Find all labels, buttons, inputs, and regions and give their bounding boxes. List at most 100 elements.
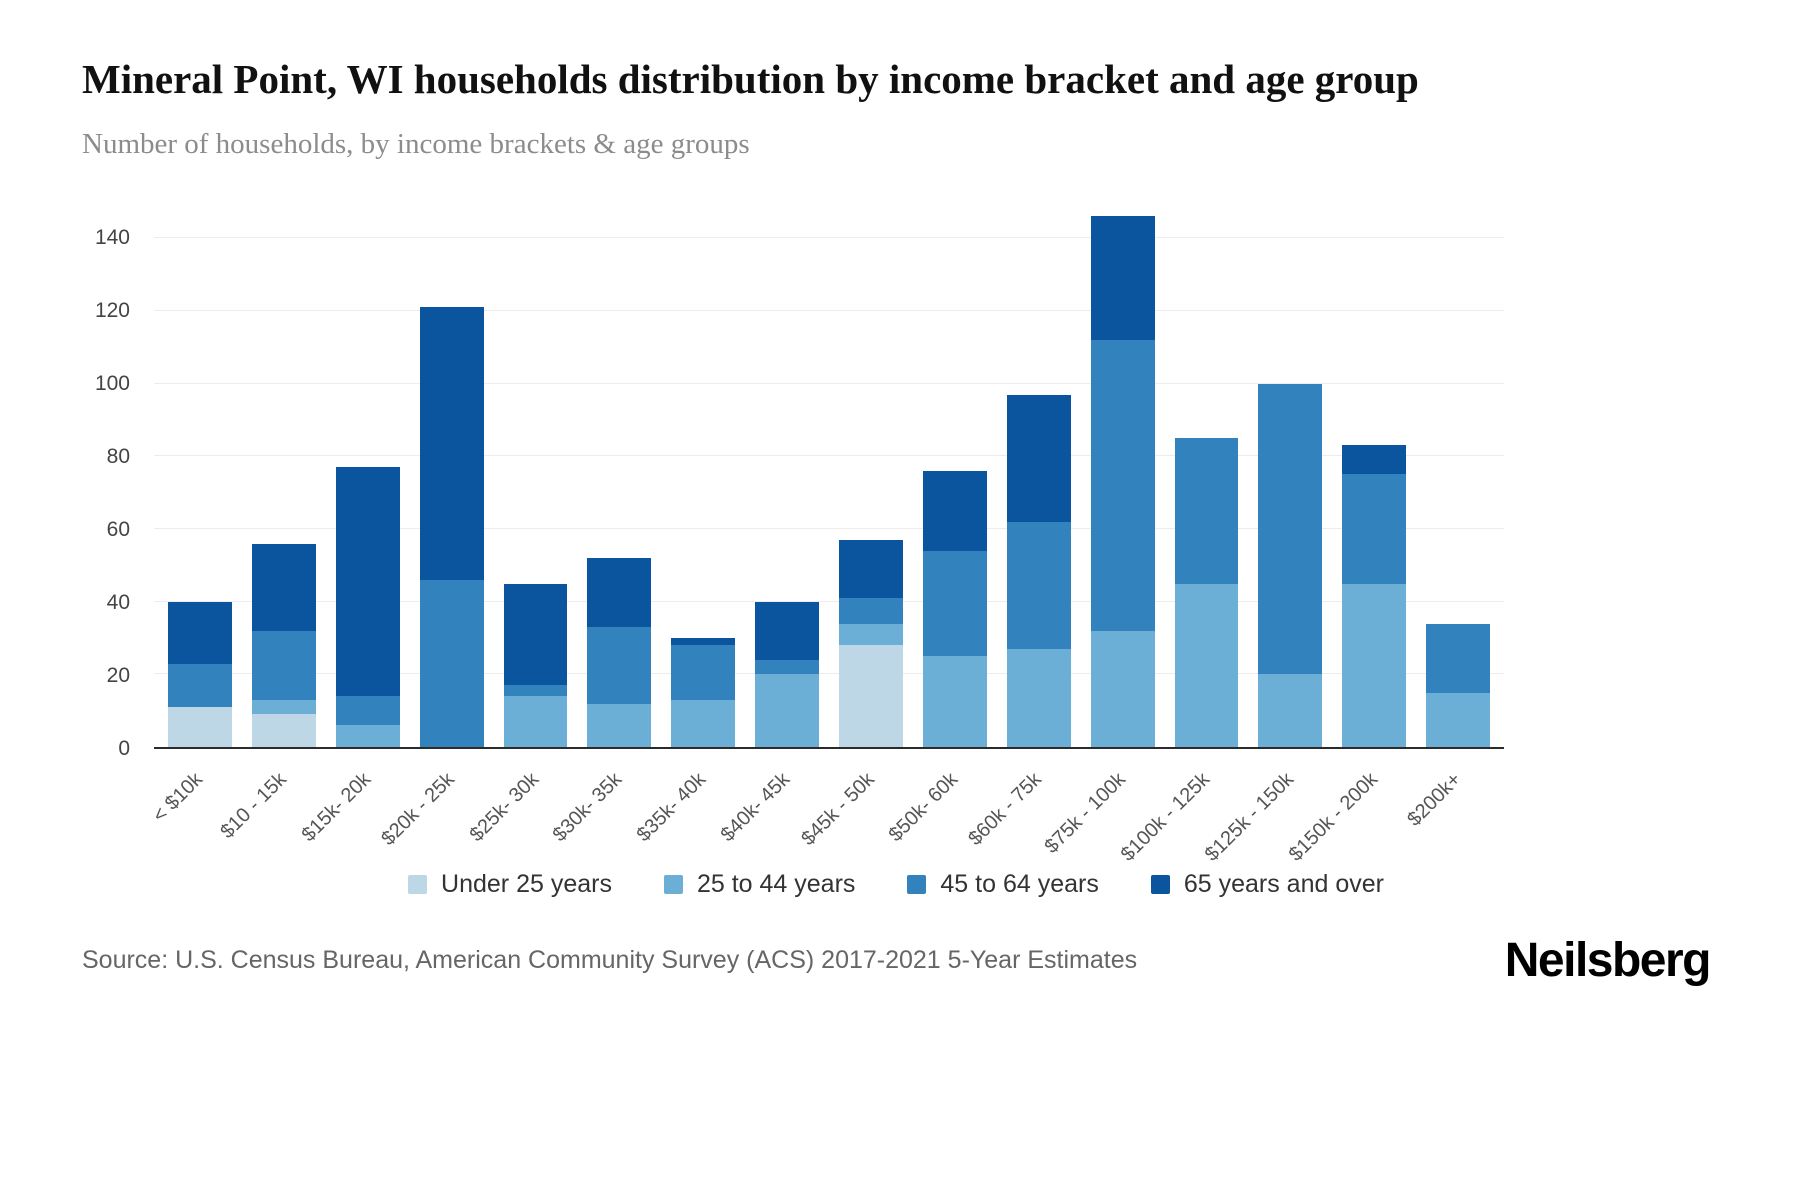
bar-segment bbox=[587, 627, 652, 704]
bar--30k-35k bbox=[587, 209, 652, 748]
bar-segment bbox=[587, 703, 652, 748]
bar--60k-75k bbox=[1006, 209, 1071, 748]
bar-segment bbox=[335, 725, 400, 748]
legend-item: 65 years and over bbox=[1150, 870, 1384, 899]
bar-segment bbox=[1342, 445, 1407, 475]
bar-segment bbox=[251, 714, 316, 748]
legend-item: Under 25 years bbox=[408, 870, 612, 899]
legend-label: 45 to 64 years bbox=[940, 870, 1099, 899]
y-tick-label: 0 bbox=[118, 737, 130, 761]
legend-label: 25 to 44 years bbox=[696, 870, 856, 899]
bar-segment bbox=[1090, 630, 1155, 748]
bar--35k-40k bbox=[671, 209, 736, 748]
bar-segment bbox=[1342, 474, 1407, 584]
y-axis: 0 20 40 60 80 100 120 140 bbox=[82, 209, 142, 760]
brand-logo: Neilsberg bbox=[1504, 934, 1712, 988]
y-tick-label: 140 bbox=[94, 226, 130, 250]
bar-segment bbox=[839, 645, 903, 748]
legend-swatch bbox=[1150, 875, 1170, 895]
y-tick-label: 20 bbox=[106, 664, 130, 688]
bar--20k-25k bbox=[419, 209, 484, 748]
bar-segment bbox=[503, 583, 568, 686]
bar-segment bbox=[1426, 623, 1490, 693]
legend-label: 65 years and over bbox=[1183, 870, 1384, 899]
bar-segment bbox=[922, 470, 987, 551]
gridline bbox=[154, 382, 1504, 384]
x-tick: $150k - 200k bbox=[1284, 751, 1416, 865]
bar--10k bbox=[168, 209, 232, 748]
bar--45k-50k bbox=[839, 209, 903, 748]
bar-segment bbox=[503, 685, 568, 697]
bar-segment bbox=[168, 663, 232, 708]
y-tick-label: 100 bbox=[94, 372, 130, 396]
bar--125k-150k bbox=[1258, 209, 1323, 748]
bar-segment bbox=[168, 707, 232, 748]
bar-segment bbox=[419, 579, 484, 748]
legend-swatch bbox=[408, 875, 428, 895]
bar--10-15k bbox=[251, 209, 316, 748]
bar-segment bbox=[251, 543, 316, 631]
chart: 0 20 40 60 80 100 120 140 < $10k $10 - 15k $15k- … bbox=[82, 209, 1710, 866]
page-title: Mineral Point, WI households distributio… bbox=[82, 56, 1419, 102]
gridline bbox=[154, 455, 1504, 457]
bar--200k- bbox=[1426, 209, 1490, 748]
y-tick-label: 120 bbox=[94, 299, 130, 323]
bar-segment bbox=[503, 696, 568, 748]
bar-segment bbox=[1006, 394, 1071, 522]
bar-segment bbox=[1090, 216, 1155, 340]
source-text: Source: U.S. Census Bureau, American Com… bbox=[82, 946, 1138, 975]
bar-segment bbox=[1006, 521, 1071, 649]
bar--150k-200k bbox=[1342, 209, 1407, 748]
page: Mineral Point, WI households distributio… bbox=[82, 56, 1712, 988]
y-tick-label: 80 bbox=[106, 445, 130, 469]
bar-segment bbox=[755, 601, 819, 660]
bar-segment bbox=[335, 467, 400, 697]
bar--15k-20k bbox=[335, 209, 400, 748]
legend-swatch bbox=[663, 875, 683, 895]
bar-segment bbox=[671, 645, 736, 700]
bar-segment bbox=[755, 659, 819, 675]
bar-segment bbox=[168, 601, 232, 664]
legend-item: 45 to 64 years bbox=[907, 870, 1099, 899]
bar--100k-125k bbox=[1174, 209, 1239, 748]
bar-segment bbox=[671, 638, 736, 646]
gridline bbox=[154, 237, 1504, 239]
bar--40k-45k bbox=[755, 209, 819, 748]
bar-segment bbox=[922, 550, 987, 657]
x-tick: $200k+ bbox=[1403, 751, 1500, 856]
bar-segment bbox=[419, 307, 484, 580]
x-axis: < $10k $10 - 15k $15k- 20k $20k - 25k $25k- … bbox=[149, 751, 1504, 865]
page-subtitle: Number of households, by income brackets… bbox=[82, 128, 750, 161]
x-tick-label: < $10k bbox=[148, 768, 208, 827]
bar-segment bbox=[1342, 583, 1407, 748]
bar--75k-100k bbox=[1090, 209, 1155, 748]
bar-segment bbox=[1090, 340, 1155, 631]
legend-item: 25 to 44 years bbox=[663, 870, 856, 899]
bar-segment bbox=[839, 598, 903, 624]
bar-segment bbox=[1174, 438, 1239, 584]
bar-segment bbox=[839, 539, 903, 599]
bar-segment bbox=[1258, 383, 1323, 675]
bar-segment bbox=[755, 674, 819, 748]
bar--25k-30k bbox=[503, 209, 568, 748]
footer: Source: U.S. Census Bureau, American Com… bbox=[82, 933, 1712, 988]
bar-segment bbox=[839, 623, 903, 646]
bar-segment bbox=[335, 696, 400, 726]
bar-segment bbox=[587, 558, 652, 628]
gridline bbox=[154, 309, 1504, 311]
bar-segment bbox=[1258, 674, 1323, 748]
legend-swatch bbox=[907, 875, 927, 895]
y-tick-label: 60 bbox=[106, 518, 130, 542]
bar-segment bbox=[1174, 583, 1239, 748]
bar-segment bbox=[1426, 692, 1490, 748]
gridline bbox=[154, 600, 1504, 602]
legend: Under 25 years 25 to 44 years 45 to 64 yea… bbox=[82, 870, 1710, 899]
bar-segment bbox=[922, 656, 987, 748]
bar-segment bbox=[1006, 648, 1071, 748]
legend-label: Under 25 years bbox=[441, 870, 612, 899]
bar-segment bbox=[671, 699, 736, 748]
gridline bbox=[154, 673, 1504, 675]
bar-segment bbox=[251, 630, 316, 700]
gridline bbox=[154, 528, 1504, 530]
bar--50k-60k bbox=[922, 209, 987, 748]
